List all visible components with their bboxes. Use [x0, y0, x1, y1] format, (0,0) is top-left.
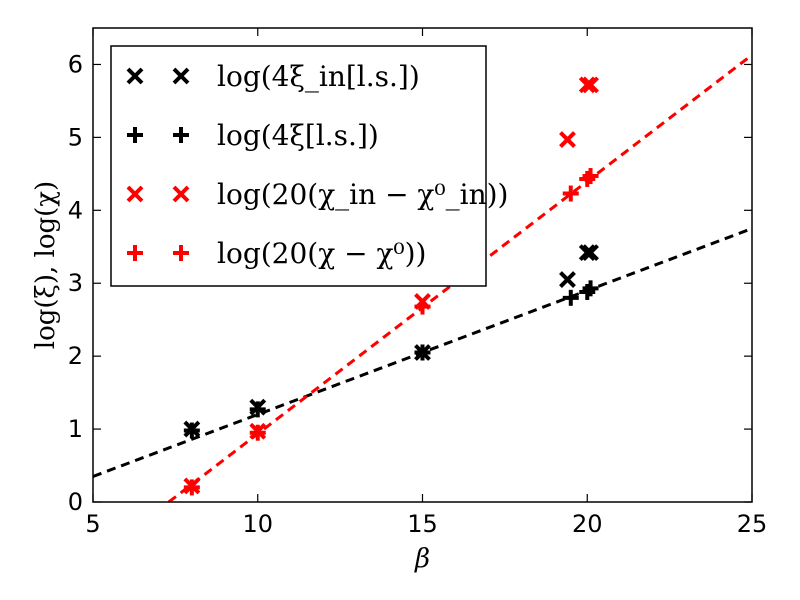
point-s0-3-stroke-b: [559, 271, 576, 288]
legend-marker-a-2-stroke-b: [126, 185, 144, 203]
y-tick-label-1: 1: [68, 415, 83, 443]
point-s0-5-stroke-b: [582, 244, 599, 262]
x-tick-label-1: 10: [242, 510, 273, 538]
legend-marker-b-1: [173, 127, 189, 143]
point-s2-4: [578, 76, 596, 94]
point-s3-3: [562, 185, 579, 202]
point-s2-4-stroke-b: [578, 76, 596, 94]
x-tick-label-0: 5: [85, 510, 100, 538]
axes: 5 10 15 20 25 0 1 2 3 4 5 6 β log(ξ), log(χ): [31, 27, 768, 574]
legend-marker-b-2-stroke-b: [172, 185, 190, 203]
point-s0-5: [582, 244, 599, 262]
legend: log(4ξ_in[l.s.]) log(4ξ[l.s.]) log(20(χ_in…: [110, 45, 508, 287]
legend-marker-a-2: [126, 185, 144, 203]
point-s3-1: [249, 424, 266, 441]
point-s3-0: [183, 479, 200, 496]
point-s3-5: [582, 168, 599, 185]
legend-marker-b-3: [173, 245, 189, 261]
data-points: [183, 76, 599, 496]
y-tick-label-2: 2: [68, 342, 83, 370]
x-tick-label-3: 20: [572, 510, 603, 538]
point-s1-1: [249, 401, 266, 418]
point-s1-2: [414, 344, 431, 361]
legend-label-0: log(4ξ_in[l.s.]): [217, 60, 420, 93]
point-s0-3: [559, 271, 576, 288]
y-tick-label-3: 3: [68, 269, 83, 297]
legend-marker-b-0-stroke-b: [172, 67, 190, 85]
legend-label-2: log(20(χ_in − χ⁰_in)): [217, 178, 508, 211]
legend-label-3: log(20(χ − χ⁰)): [217, 237, 426, 270]
legend-marker-a-0: [126, 67, 144, 85]
y-tick-label-6: 6: [68, 50, 83, 78]
y-tick-label-5: 5: [68, 123, 83, 151]
point-s0-4-stroke-b: [578, 244, 596, 262]
point-s0-4: [578, 244, 596, 262]
point-s2-5: [582, 76, 599, 94]
point-s2-3: [559, 131, 576, 148]
point-s2-3-stroke-b: [559, 131, 576, 148]
legend-marker-b-2: [172, 185, 190, 203]
legend-marker-a-0-stroke-b: [126, 67, 144, 85]
legend-marker-a-1: [127, 127, 143, 143]
x-tick-label-4: 25: [737, 510, 768, 538]
legend-marker-b-0: [172, 67, 190, 85]
x-tick-label-2: 15: [407, 510, 438, 538]
legend-label-1: log(4ξ[l.s.]): [217, 119, 379, 152]
y-axis-label: log(ξ), log(χ): [31, 181, 61, 349]
point-s2-5-stroke-b: [582, 76, 599, 94]
legend-box: [110, 45, 487, 287]
point-s3-4: [579, 170, 596, 187]
legend-marker-a-3: [127, 245, 143, 261]
point-s3-2: [414, 298, 431, 315]
y-tick-label-0: 0: [68, 488, 83, 516]
x-axis-label: β: [414, 544, 430, 574]
y-tick-label-4: 4: [68, 196, 83, 224]
point-s1-3: [562, 289, 579, 306]
point-s1-0: [183, 422, 200, 439]
point-s1-5: [582, 280, 599, 297]
